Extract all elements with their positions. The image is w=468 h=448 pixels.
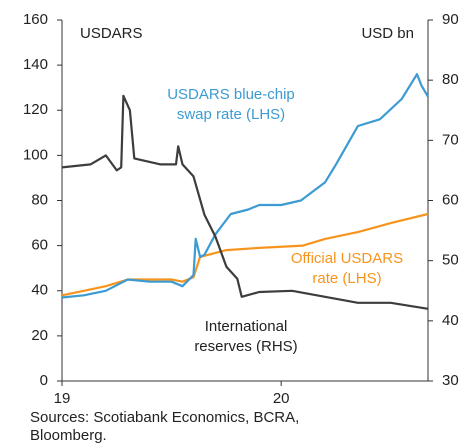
annotation: rate (LHS) (312, 270, 381, 287)
x-tick-label: 19 (54, 390, 71, 407)
y-tick-label: 120 (23, 101, 48, 118)
y-tick-label: 20 (31, 327, 48, 344)
x-tick-label: 20 (273, 390, 290, 407)
annotation: Official USDARS (291, 250, 403, 267)
y-tick-label: 80 (31, 191, 48, 208)
y-tick-label: 0 (40, 372, 48, 389)
annotation: reserves (RHS) (194, 338, 297, 355)
y-tick-label: 40 (31, 282, 48, 299)
y2-tick-label: 90 (442, 11, 459, 28)
annotation: International (205, 318, 288, 335)
series-line (61, 73, 429, 299)
y2-tick-label: 70 (442, 131, 459, 148)
annotation: swap rate (LHS) (177, 106, 285, 123)
y-tick-label: 160 (23, 11, 48, 28)
left-unit: USDARS (80, 25, 143, 42)
right-unit: USD bn (361, 25, 414, 42)
series-line (61, 94, 429, 310)
annotation: Sources: Scotiabank Economics, BCRA, (30, 409, 299, 426)
y2-tick-label: 60 (442, 191, 459, 208)
y-tick-label: 140 (23, 56, 48, 73)
series-line (61, 212, 429, 297)
y2-tick-label: 30 (442, 372, 459, 389)
y2-tick-label: 40 (442, 312, 459, 329)
y-tick-label: 100 (23, 146, 48, 163)
y2-tick-label: 80 (442, 71, 459, 88)
y2-tick-label: 50 (442, 252, 459, 269)
annotation: USDARS blue-chip (167, 86, 295, 103)
y-tick-label: 60 (31, 237, 48, 254)
annotation: Bloomberg. (30, 427, 107, 444)
